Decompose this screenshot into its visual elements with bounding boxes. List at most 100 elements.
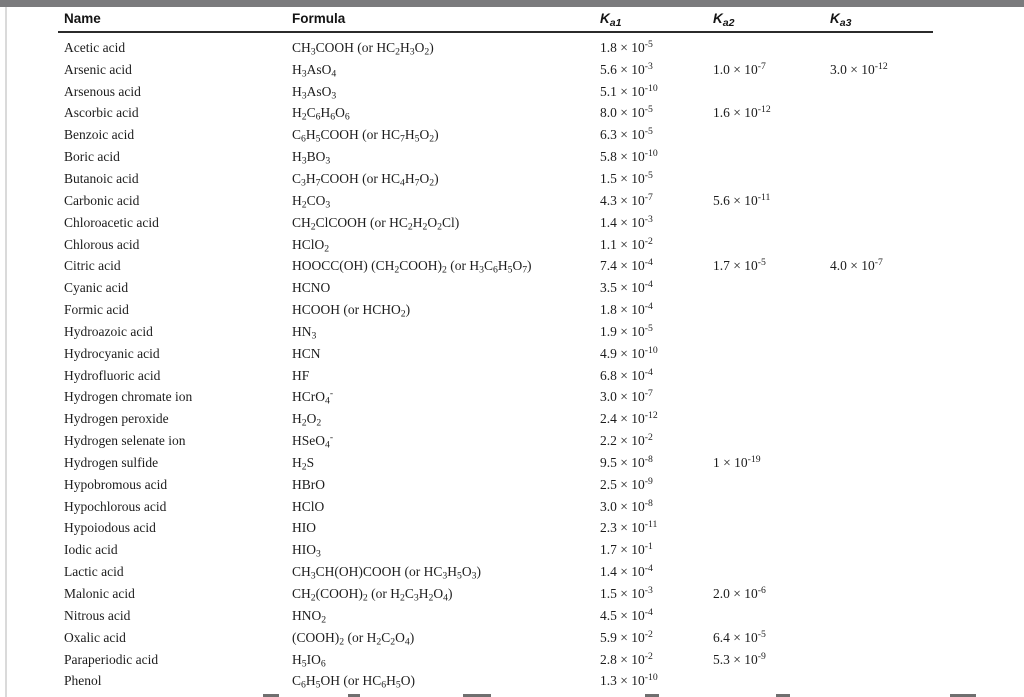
formula-cell: H5IO6 [292,651,326,669]
ka1-value-cell: 1.5 × 10-5 [600,170,653,186]
table-row: Hydrofluoric acid HF 6.8 × 10-4 [64,365,1004,387]
table-row: Hydrogen sulfide H2S 9.5 × 10-8 1 × 10-1… [64,452,1004,474]
acid-name-cell: Hydrogen peroxide [64,411,169,427]
formula-cell: H2C6H6O6 [292,105,350,123]
formula-cell: HCrO4- [292,388,334,407]
table-row: Hydrogen chromate ion HCrO4- 3.0 × 10-7 [64,387,1004,409]
table-row: Arsenic acid H3AsO4 5.6 × 10-3 1.0 × 10-… [64,59,1004,81]
acid-name-cell: Hydrofluoric acid [64,367,161,383]
table-row: Iodic acid HIO3 1.7 × 10-1 [64,539,1004,561]
acid-name-cell: Boric acid [64,149,120,165]
ka1-value-cell: 3.0 × 10-8 [600,497,653,514]
acid-name-cell: Phenol [64,673,102,689]
formula-cell: HF [292,367,310,383]
table-row: Hypobromous acid HBrO 2.5 × 10-9 [64,474,1004,496]
formula-cell: C3H7COOH (or HC4H7O2) [292,170,439,189]
table-row: Ascorbic acid H2C6H6O6 8.0 × 10-5 1.6 × … [64,103,1004,125]
acid-name-cell: Hydrogen sulfide [64,454,159,470]
table-row: Paraperiodic acid H5IO6 2.8 × 10-2 5.3 ×… [64,649,1004,671]
table-row: Butanoic acid C3H7COOH (or HC4H7O2) 1.5 … [64,168,1004,190]
table-row: Oxalic acid (COOH)2 (or H2C2O4) 5.9 × 10… [64,627,1004,649]
ka1-value-cell: 1.5 × 10-3 [600,585,653,602]
ka1-value-cell: 3.0 × 10-7 [600,388,653,405]
formula-cell: HClO [292,498,325,514]
acid-name-cell: Hypobromous acid [64,476,168,492]
formula-cell: CH2(COOH)2 (or H2C3H2O4) [292,586,453,604]
table-row: Chlorous acid HClO2 1.1 × 10-2 [64,234,1004,256]
ka1-value-cell: 4.3 × 10-7 [600,191,653,208]
table-row: Hydrogen peroxide H2O2 2.4 × 10-12 [64,408,1004,430]
table-row: Acetic acid CH3COOH (or HC2H3O2) 1.8 × 1… [64,37,1004,59]
header-divider-rule [58,31,933,33]
acid-name-cell: Hydroazoic acid [64,323,153,339]
ka3-value-cell: 4.0 × 10-7 [830,257,883,274]
formula-cell: H3AsO4 [292,61,337,80]
ka1-value-cell: 1.9 × 10-5 [600,323,653,339]
column-header-name: Name [64,11,101,26]
ka1-value-cell: 2.3 × 10-11 [600,519,658,536]
acid-name-cell: Arsenous acid [64,83,141,99]
acid-name-cell: Nitrous acid [64,607,131,623]
table-row: Arsenous acid H3AsO3 5.1 × 10-10 [64,81,1004,103]
column-header-ka2: Ka2 [713,11,735,30]
formula-cell: HNO2 [292,607,327,626]
clipped-next-row-fragment [348,694,360,697]
ka2-value-cell: 1 × 10-19 [713,454,761,470]
acid-name-cell: Arsenic acid [64,61,132,77]
ka2-value-cell: 1.6 × 10-12 [713,104,771,121]
table-row: Boric acid H3BO3 5.8 × 10-10 [64,146,1004,168]
formula-cell: HCN [292,345,321,361]
acid-name-cell: Malonic acid [64,586,135,602]
table-row: Hydrogen selenate ion HSeO4- 2.2 × 10-2 [64,430,1004,452]
acid-name-cell: Hypochlorous acid [64,498,167,514]
acid-constants-table-body: Acetic acid CH3COOH (or HC2H3O2) 1.8 × 1… [64,37,1004,692]
acid-name-cell: Lactic acid [64,564,124,580]
acid-name-cell: Benzoic acid [64,127,135,143]
formula-cell: HIO3 [292,542,321,560]
ka1-value-cell: 6.8 × 10-4 [600,366,653,383]
acid-name-cell: Formic acid [64,302,129,318]
ka1-value-cell: 1.1 × 10-2 [600,235,653,252]
ka2-value-cell: 2.0 × 10-6 [713,585,766,602]
acid-name-cell: Hydrogen selenate ion [64,433,186,449]
acid-name-cell: Acetic acid [64,39,126,55]
table-row: Hypochlorous acid HClO 3.0 × 10-8 [64,496,1004,518]
formula-cell: H3BO3 [292,149,331,167]
formula-cell: CH2ClCOOH (or HC2H2O2Cl) [292,214,460,233]
table-row: Lactic acid CH3CH(OH)COOH (or HC3H5O3) 1… [64,561,1004,583]
ka1-value-cell: 2.8 × 10-2 [600,650,653,667]
formula-cell: HN3 [292,323,317,342]
table-row: Nitrous acid HNO2 4.5 × 10-4 [64,605,1004,627]
table-row: Chloroacetic acid CH2ClCOOH (or HC2H2O2C… [64,212,1004,234]
formula-cell: HClO2 [292,236,330,254]
ka1-value-cell: 4.9 × 10-10 [600,344,658,361]
formula-cell: H2O2 [292,411,322,429]
formula-cell: HCNO [292,280,331,296]
formula-cell: HCOOH (or HCHO2) [292,302,411,320]
formula-cell: CH3CH(OH)COOH (or HC3H5O3) [292,564,481,582]
table-row: Carbonic acid H2CO3 4.3 × 10-7 5.6 × 10-… [64,190,1004,212]
formula-cell: HIO [292,520,316,536]
table-row: Hydrocyanic acid HCN 4.9 × 10-10 [64,343,1004,365]
top-gray-bar [0,0,1024,7]
formula-cell: H3AsO3 [292,83,337,102]
formula-cell: C6H5COOH (or HC7H5O2) [292,127,439,145]
acid-name-cell: Hydrogen chromate ion [64,389,193,405]
clipped-next-row-fragment [463,694,491,697]
acid-name-cell: Hydrocyanic acid [64,345,160,361]
ka1-value-cell: 2.5 × 10-9 [600,475,653,492]
formula-cell: HBrO [292,476,325,492]
clipped-next-row-fragment [263,694,279,697]
ka1-value-cell: 1.8 × 10-5 [600,39,653,55]
table-header-row: Name Formula Ka1 Ka2 Ka3 [64,9,933,29]
ka2-value-cell: 1.0 × 10-7 [713,60,766,77]
ka2-value-cell: 5.6 × 10-11 [713,191,771,208]
formula-cell: (COOH)2 (or H2C2O4) [292,629,415,648]
ka1-value-cell: 6.3 × 10-5 [600,126,653,143]
ka1-value-cell: 4.5 × 10-4 [600,607,653,623]
ka1-value-cell: 5.8 × 10-10 [600,148,658,165]
ka1-value-cell: 5.9 × 10-2 [600,628,653,645]
table-row: Hypoiodous acid HIO 2.3 × 10-11 [64,518,1004,540]
table-row: Benzoic acid C6H5COOH (or HC7H5O2) 6.3 ×… [64,124,1004,146]
acid-name-cell: Citric acid [64,258,121,274]
